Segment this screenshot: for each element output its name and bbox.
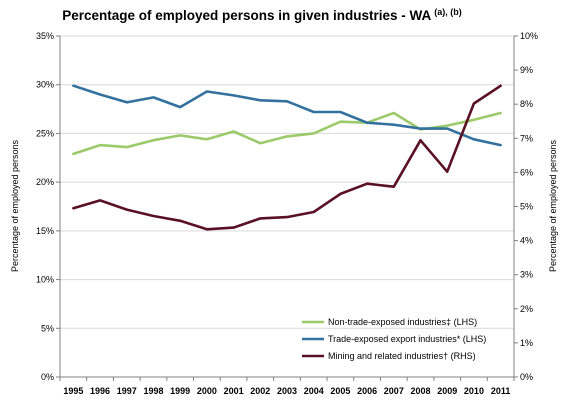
left-tick-label: 30% <box>36 80 54 90</box>
x-tick-label: 2006 <box>357 386 377 396</box>
right-tick-label: 1% <box>520 338 533 348</box>
right-y-axis-label: Percentage of employed persons <box>548 139 558 272</box>
left-tick-label: 15% <box>36 226 54 236</box>
right-tick-label: 9% <box>520 65 533 75</box>
right-tick-label: 0% <box>520 372 533 382</box>
right-tick-label: 6% <box>520 167 533 177</box>
right-tick-label: 10% <box>520 31 538 41</box>
left-tick-label: 0% <box>41 372 54 382</box>
series-lines <box>72 84 502 231</box>
x-tick-label: 2005 <box>330 386 350 396</box>
x-tick-label: 1998 <box>143 386 163 396</box>
chart-title: Percentage of employed persons in given … <box>62 7 462 23</box>
legend-label-3: Mining and related industries† (RHS) <box>328 351 476 361</box>
x-tick-label: 2007 <box>384 386 404 396</box>
series-line-2 <box>72 84 502 147</box>
right-tick-label: 5% <box>520 202 533 212</box>
right-tick-label: 3% <box>520 270 533 280</box>
right-y-axis-ticks: 0% 1% 2% 3% 4% 5% 6% 7% 8% 9% 10% <box>514 31 538 382</box>
legend-label-2: Trade-exposed export industries* (LHS) <box>328 334 486 344</box>
left-tick-label: 20% <box>36 177 54 187</box>
chart-title-superscript: (a), (b) <box>434 7 462 17</box>
right-tick-label: 7% <box>520 133 533 143</box>
right-tick-label: 4% <box>520 236 533 246</box>
x-tick-label: 1996 <box>90 386 110 396</box>
x-tick-label: 1997 <box>117 386 137 396</box>
x-tick-label: 2008 <box>411 386 431 396</box>
chart-title-main: Percentage of employed persons in given … <box>62 8 431 23</box>
left-y-axis-ticks: 0% 5% 10% 15% 20% 25% 30% 35% <box>36 31 60 382</box>
x-tick-label: 2010 <box>464 386 484 396</box>
legend: Non-trade-exposed industries‡ (LHS) Trade… <box>302 317 486 361</box>
left-tick-label: 25% <box>36 128 54 138</box>
x-tick-label: 2004 <box>304 386 324 396</box>
legend-label-1: Non-trade-exposed industries‡ (LHS) <box>328 317 477 327</box>
x-tick-label: 1995 <box>63 386 83 396</box>
series-line-3 <box>72 84 502 231</box>
left-tick-label: 35% <box>36 31 54 41</box>
x-tick-label: 2001 <box>224 386 244 396</box>
left-tick-label: 10% <box>36 275 54 285</box>
gridlines <box>60 35 514 329</box>
right-tick-label: 2% <box>520 304 533 314</box>
left-y-axis-label: Percentage of employed persons <box>10 139 20 272</box>
x-tick-label: 2009 <box>437 386 457 396</box>
x-tick-label: 1999 <box>170 386 190 396</box>
x-tick-label: 2000 <box>197 386 217 396</box>
x-tick-label: 2002 <box>250 386 270 396</box>
left-tick-label: 5% <box>41 323 54 333</box>
right-tick-label: 8% <box>520 99 533 109</box>
x-tick-label: 2003 <box>277 386 297 396</box>
x-axis-ticks: 1995 1996 1997 1998 1999 2000 2001 2002 2003 2004… <box>59 377 515 396</box>
x-tick-label: 2011 <box>491 386 511 396</box>
